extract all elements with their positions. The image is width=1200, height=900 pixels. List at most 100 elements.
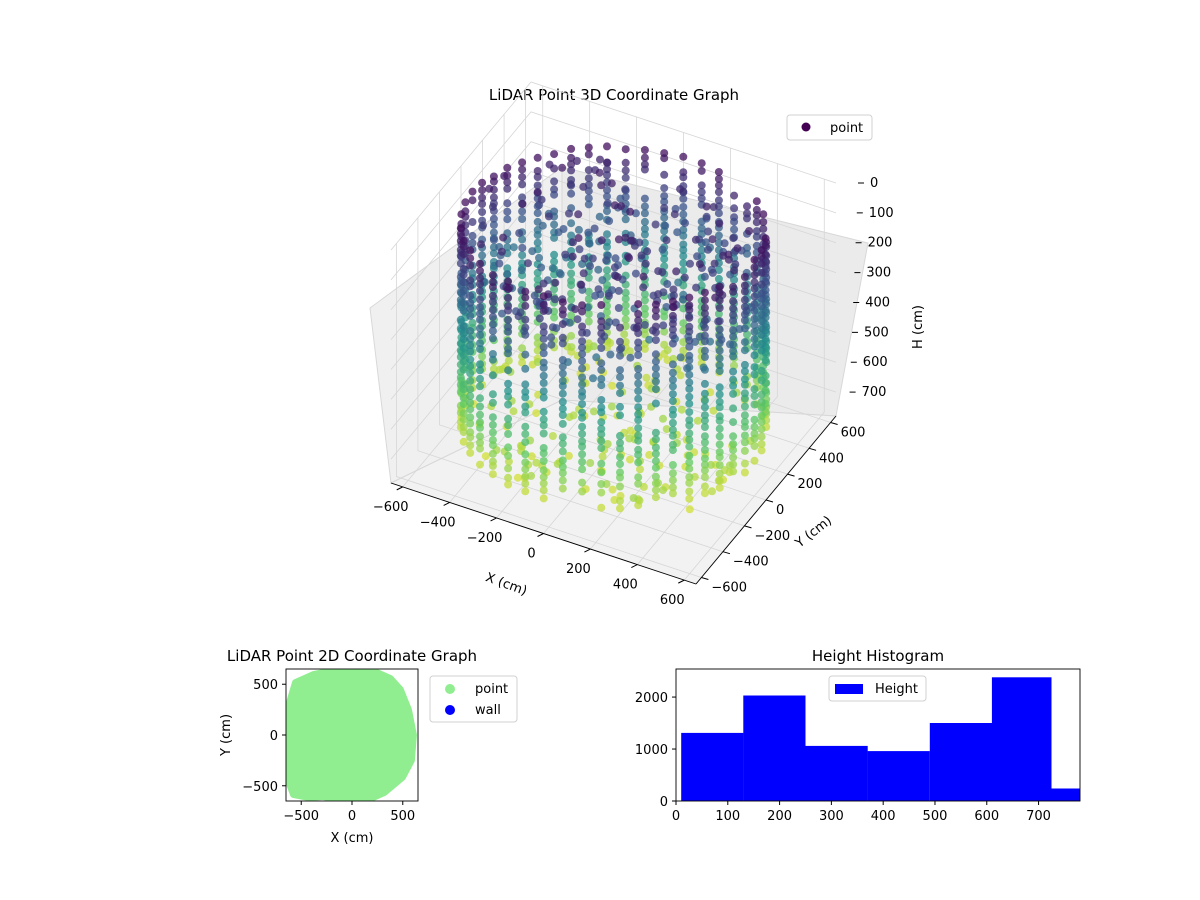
point-3d-1181 (539, 393, 548, 402)
point-3d-1050 (504, 451, 513, 460)
point-3d-1483 (668, 311, 677, 320)
point-3d-1450 (685, 478, 694, 487)
point-3d-1035 (504, 315, 513, 324)
point-3d-677 (459, 291, 468, 300)
point-3d-1446 (685, 451, 694, 460)
point-3d-235 (640, 296, 649, 305)
point-3d-1043 (504, 387, 513, 395)
point-3d-1214 (740, 394, 749, 403)
point-3d-690 (459, 400, 468, 408)
point-3d-445 (608, 381, 617, 390)
point-3d-1074 (757, 280, 766, 289)
point-3d-1068 (669, 285, 678, 294)
point-3d-17 (567, 231, 576, 240)
point-3d-692 (459, 415, 468, 424)
point-3d-1022 (639, 283, 648, 292)
point-3d-1112 (521, 323, 530, 332)
point-3d-177 (621, 301, 630, 310)
point-3d-679 (459, 306, 468, 315)
point-3d-671 (459, 242, 468, 251)
point-3d-1359 (597, 375, 606, 383)
point-3d-1127 (521, 472, 530, 481)
point-3d-1072 (757, 259, 766, 268)
point-3d-1368 (597, 444, 606, 453)
point-3d-1442 (685, 421, 694, 430)
point-3d-1182 (539, 407, 548, 416)
point-3d-1205 (740, 316, 749, 325)
point-3d-1461 (634, 351, 643, 359)
point-3d-196 (503, 199, 512, 208)
point-3d-773 (466, 392, 475, 401)
point-3d-1268 (729, 311, 738, 319)
point-3d-1174 (539, 342, 548, 351)
point-3d-8 (567, 144, 576, 153)
point-3d-1282 (729, 440, 738, 448)
point-3d-1338 (715, 432, 724, 441)
point-3d-1098 (654, 290, 663, 299)
x-tick-label-hist-3: 300 (819, 809, 844, 824)
point-3d-1109 (521, 293, 530, 302)
y-tick-label-3d-6: 600 (841, 425, 866, 440)
axes-histogram: 0 100 200 300 400 500 600 700 0 1000 2000 (635, 691, 1051, 824)
point-3d-1065 (586, 459, 595, 467)
point-3d-714 (524, 259, 532, 268)
point-3d-366 (679, 338, 688, 347)
point-3d-695 (459, 437, 468, 446)
point-3d-777 (466, 419, 475, 428)
point-3d-1436 (685, 378, 694, 387)
histogram-panel: Height Histogram 0 100 200 300 400 500 600 7000… (635, 647, 1081, 824)
point-3d-1193 (539, 494, 548, 503)
point-3d-411 (697, 159, 706, 168)
point-3d-25 (567, 289, 576, 298)
point-3d-618 (456, 373, 465, 382)
point-3d-837 (527, 452, 536, 461)
point-3d-165 (621, 192, 630, 201)
point-3d-1395 (700, 446, 709, 454)
point-3d-257 (489, 228, 498, 237)
point-3d-1452 (685, 494, 694, 503)
point-3d-977 (551, 295, 559, 304)
point-3d-986 (680, 273, 689, 282)
point-3d-144 (518, 251, 527, 260)
point-3d-1481 (668, 297, 677, 306)
point-3d-250 (489, 177, 498, 186)
point-3d-1289 (726, 340, 734, 349)
point-3d-359 (679, 266, 688, 275)
point-3d-521 (673, 228, 682, 237)
point-3d-932 (708, 268, 717, 277)
point-3d-1079 (757, 317, 766, 326)
point-3d-888 (539, 279, 548, 288)
point-3d-1437 (685, 384, 694, 393)
point-3d-763 (466, 311, 475, 320)
point-3d-51 (550, 313, 559, 322)
point-3d-1160 (750, 434, 759, 443)
point-3d-26 (567, 295, 576, 304)
point-3d-61 (584, 187, 593, 196)
point-3d-587 (670, 210, 679, 219)
point-3d-1525 (651, 463, 660, 472)
point-3d-1051 (504, 464, 513, 473)
point-3d-757 (466, 261, 475, 270)
point-3d-81 (533, 181, 542, 190)
point-3d-373 (559, 225, 568, 233)
point-3d-1149 (750, 335, 759, 344)
point-3d-784 (614, 235, 623, 244)
point-3d-217 (640, 146, 649, 154)
point-3d-1274 (729, 352, 738, 361)
point-3d-346 (679, 173, 688, 182)
point-3d-1088 (757, 403, 766, 412)
point-3d-1443 (685, 429, 694, 438)
point-3d-1463 (634, 372, 643, 380)
point-3d-859 (476, 331, 484, 339)
point-3d-1016 (604, 291, 613, 300)
point-3d-1179 (539, 379, 548, 387)
point-3d-493 (714, 188, 723, 197)
point-3d-1361 (597, 396, 606, 404)
point-3d-674 (459, 270, 468, 279)
point-3d-948 (488, 291, 497, 300)
point-3d-1422 (616, 504, 624, 513)
x-tick-label-3d-2: −200 (467, 531, 503, 546)
point-3d-940 (654, 267, 663, 276)
y-tick-label-3d-5: 400 (819, 451, 844, 466)
